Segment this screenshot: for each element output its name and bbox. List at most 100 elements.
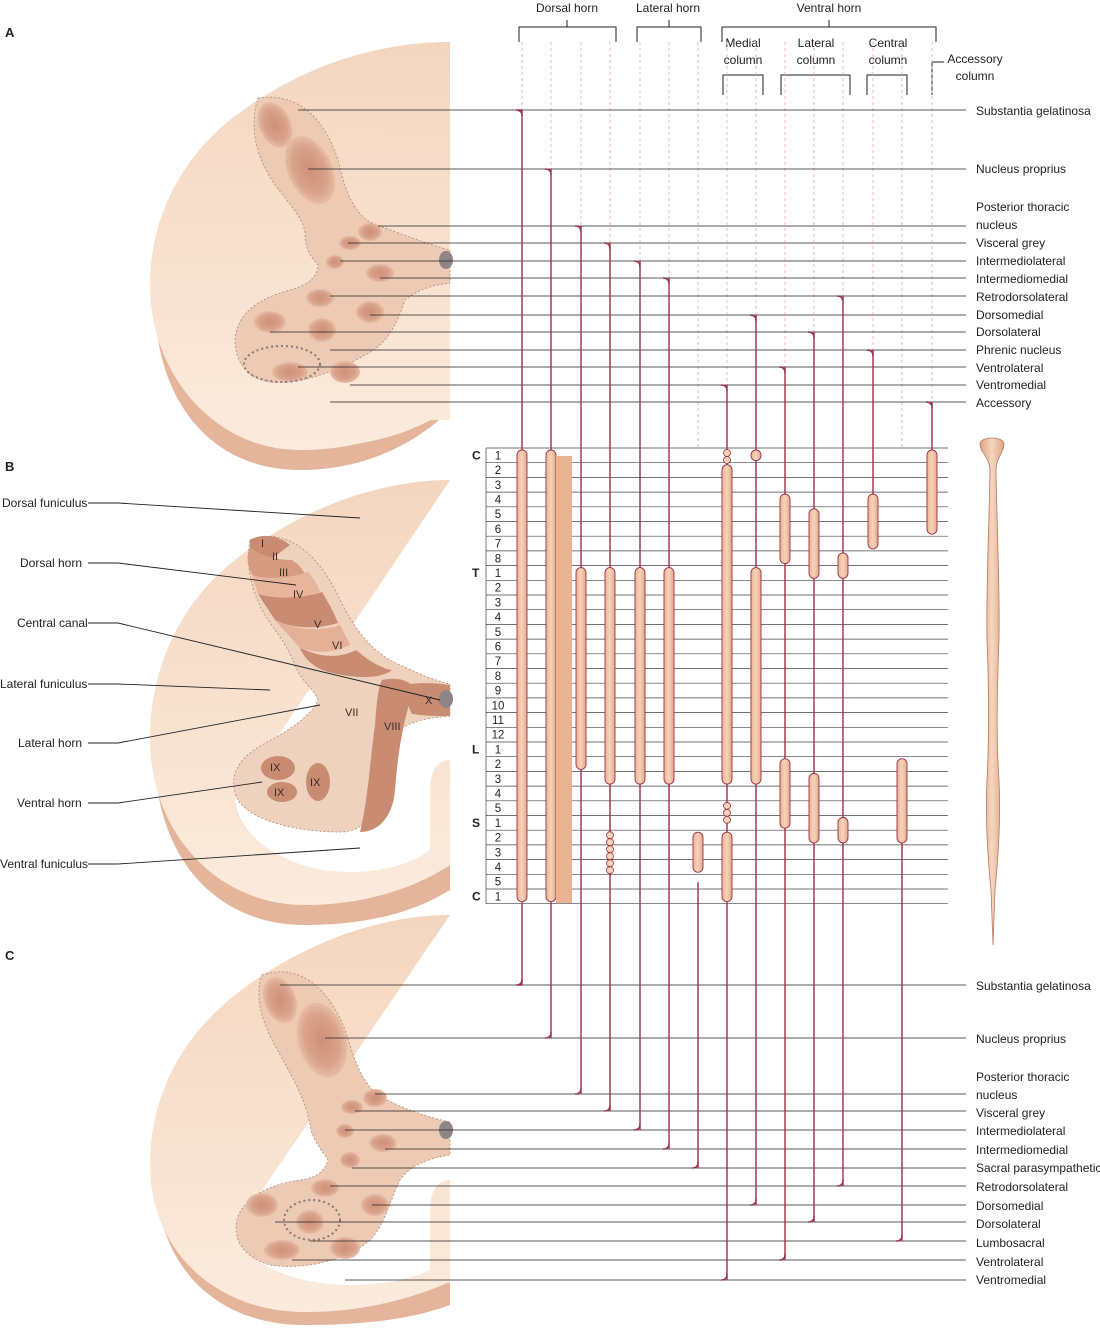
cross-section-c xyxy=(150,915,453,1325)
nucleus-bead xyxy=(606,859,614,868)
posterior-thoracic-c xyxy=(363,1089,387,1107)
segment-number: 9 xyxy=(495,686,501,698)
label-a-dorsomedial: Dorsomedial xyxy=(976,308,1043,322)
intermediomedial-c xyxy=(369,1134,397,1152)
nucleus-bead xyxy=(723,815,731,824)
column-hook xyxy=(836,295,844,303)
label-c-substantia-gelatinosa: Substantia gelatinosa xyxy=(976,979,1091,993)
label-c-ventromedial: Ventromedial xyxy=(976,1273,1046,1287)
column-hook xyxy=(720,384,728,392)
nucleus-column-bar xyxy=(750,567,762,785)
label-a-visceral-grey: Visceral grey xyxy=(976,236,1045,250)
header-accessory-column-1: Accessory xyxy=(947,52,1002,66)
column-hook xyxy=(515,109,523,117)
label-c-sacral-parasympathetic: Sacral parasympathetic xyxy=(976,1161,1100,1175)
label-c-lumbosacral: Lumbosacral xyxy=(976,1236,1045,1250)
nucleus-column-bar xyxy=(896,758,908,844)
header-lateral-column-1: Lateral xyxy=(798,36,835,50)
column-hook xyxy=(633,1123,641,1131)
header-accessory-column-2: column xyxy=(956,69,995,83)
nucleus-column-bar xyxy=(926,449,938,535)
dorsomedial-a xyxy=(356,301,384,323)
header-lateral-column-2: column xyxy=(797,53,836,67)
nucleus-column-bar xyxy=(692,831,704,873)
lamina-label-ix-3: IX xyxy=(310,777,321,789)
column-hook xyxy=(778,1253,786,1261)
lamina-ix-3 xyxy=(306,763,330,801)
column-hook xyxy=(807,1215,815,1223)
dorsolateral-c xyxy=(246,1193,278,1217)
nucleus-column-bar xyxy=(575,567,587,770)
segment-letter: C xyxy=(472,448,481,462)
leader-b-central-canal xyxy=(88,622,441,701)
ventromedial-c xyxy=(330,1237,360,1259)
lamina-label-v: V xyxy=(314,619,322,631)
segment-number: 3 xyxy=(495,847,501,859)
intermediomedial-a xyxy=(366,264,394,282)
nucleus-column-bar xyxy=(808,772,820,844)
label-c-ventrolateral: Ventrolateral xyxy=(976,1255,1043,1269)
column-hook xyxy=(691,1161,699,1169)
lamina-iii xyxy=(252,572,320,599)
bracket-accessory-column xyxy=(931,61,944,95)
white-matter-b xyxy=(150,480,450,905)
header-ventral-horn: Ventral horn xyxy=(797,1,862,15)
segment-number: 1 xyxy=(495,744,501,756)
retrodorsolateral-c xyxy=(311,1179,339,1197)
column-hook xyxy=(836,1179,844,1187)
segment-number: 1 xyxy=(495,891,501,903)
nucleus-column-bar xyxy=(721,831,733,903)
label-b-lateral-funiculus: Lateral funiculus xyxy=(0,677,87,691)
label-c-dorsomedial: Dorsomedial xyxy=(976,1199,1043,1213)
nucleus-bead xyxy=(723,808,731,817)
column-hook xyxy=(515,978,523,986)
lamina-label-ix-2: IX xyxy=(274,787,285,799)
nucleus-column-bar xyxy=(634,567,646,785)
sacral-parasympathetic-c xyxy=(340,1152,360,1168)
segment-number: 3 xyxy=(495,480,501,492)
segment-number: 7 xyxy=(495,656,501,668)
segment-number: 2 xyxy=(495,583,501,595)
lamina-label-iii: III xyxy=(279,567,288,579)
grey-matter-c xyxy=(235,971,451,1267)
central-canal-a xyxy=(439,251,453,269)
column-hook xyxy=(895,1234,903,1242)
nucleus-column-bar xyxy=(516,449,528,903)
segment-number: 4 xyxy=(495,494,502,506)
panel-letter-a: A xyxy=(5,25,15,40)
nucleus-column-bar xyxy=(779,493,791,565)
lamina-label-iv: IV xyxy=(293,589,304,601)
segment-number: 2 xyxy=(495,833,501,845)
label-c-nucleus-proprius: Nucleus proprius xyxy=(976,1032,1066,1046)
labels-panel-a: Substantia gelatinosa Nucleus proprius P… xyxy=(976,104,1091,410)
header-central-column-2: column xyxy=(869,53,908,67)
nucleus-column-bar xyxy=(750,449,762,462)
nucleus-bead xyxy=(606,852,614,861)
segment-number: 1 xyxy=(495,450,501,462)
bracket-dorsal-horn xyxy=(518,20,617,42)
column-hook xyxy=(544,1031,552,1039)
segment-number: 1 xyxy=(495,818,501,830)
segment-number: 11 xyxy=(492,715,504,727)
white-matter-a-main xyxy=(150,42,450,448)
label-a-intermediolateral: Intermediolateral xyxy=(976,254,1065,268)
lamina-iv xyxy=(258,592,338,628)
phrenic-nucleus-a xyxy=(308,318,336,342)
label-a-nucleus-proprius: Nucleus proprius xyxy=(976,162,1066,176)
nucleus-bead xyxy=(606,838,614,847)
segment-number: 8 xyxy=(495,671,501,683)
intermediolateral-c xyxy=(336,1124,354,1138)
label-b-dorsal-horn: Dorsal horn xyxy=(20,556,82,570)
segment-number: 4 xyxy=(495,862,502,874)
segment-letter: L xyxy=(472,742,479,756)
panel-letter-c: C xyxy=(5,948,15,963)
segment-number: 4 xyxy=(495,788,502,800)
leader-b-lateral-funiculus xyxy=(88,683,271,691)
ventrolateral-a xyxy=(272,362,308,382)
cross-section-b: I II III IV V VI VII VIII IX IX IX X xyxy=(150,480,453,925)
label-a-ventromedial: Ventromedial xyxy=(976,378,1046,392)
label-b-central-canal: Central canal xyxy=(17,616,88,630)
column-hook xyxy=(749,314,757,322)
segment-number: 7 xyxy=(495,539,501,551)
substantia-gelatinosa-c xyxy=(262,976,298,1024)
